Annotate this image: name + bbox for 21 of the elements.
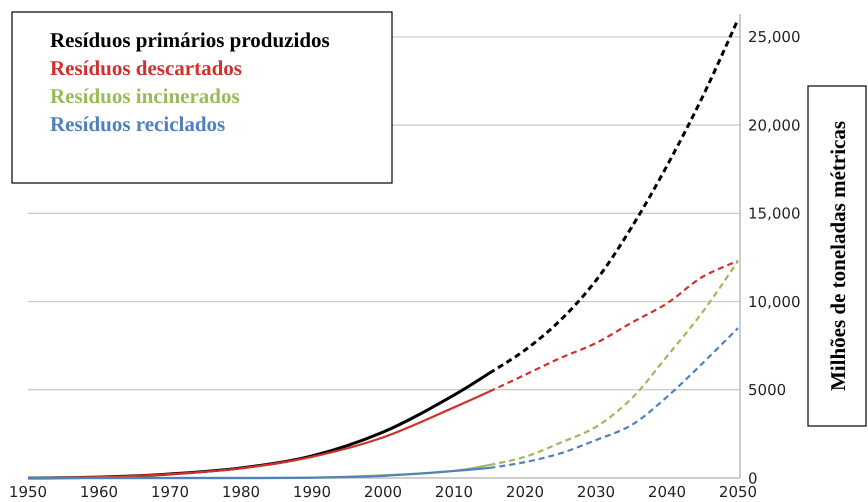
text: Resíduos incinerados xyxy=(50,84,240,108)
y-tick-label: 20,000 xyxy=(748,116,800,134)
y-tick-label: 5000 xyxy=(748,381,786,400)
x-tick-label: 2020 xyxy=(506,483,544,501)
x-tick-label: 2010 xyxy=(434,483,474,501)
x-tick-label: 1960 xyxy=(80,483,118,501)
y-tick-label: 15,000 xyxy=(748,204,800,223)
x-tick-label: 1950 xyxy=(8,483,48,501)
x-tick-label: 1990 xyxy=(292,483,332,501)
x-tick-label: 2040 xyxy=(648,483,686,501)
text: Resíduos primários produzidos xyxy=(50,28,330,52)
x-tick-label: 1980 xyxy=(222,483,260,501)
x-tick-label: 2030 xyxy=(576,483,616,501)
x-tick-label: 2000 xyxy=(364,483,402,501)
text: Resíduos reciclados xyxy=(50,112,226,136)
x-tick-label: 1970 xyxy=(150,483,190,501)
y-tick-label: 10,000 xyxy=(748,292,800,311)
text: Resíduos descartados xyxy=(50,56,242,80)
y-axis-title: Milhões de toneladas métricas xyxy=(826,120,850,392)
y-tick-label: 25,000 xyxy=(748,28,800,46)
x-tick-label: 2050 xyxy=(718,483,758,501)
